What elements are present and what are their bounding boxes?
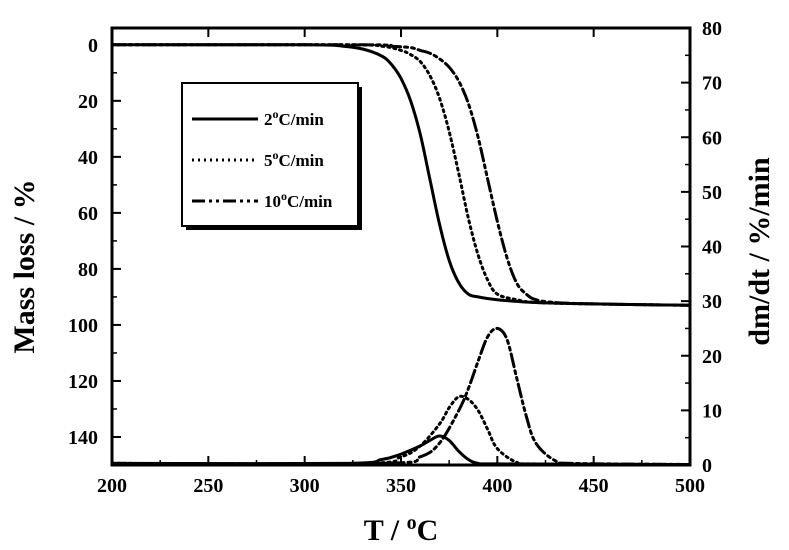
x-tick-label: 300	[290, 475, 320, 497]
y-left-tick-label: 100	[68, 315, 98, 337]
x-tick-label: 450	[579, 475, 609, 497]
y-left-tick-label: 20	[78, 91, 98, 113]
y-right-tick-label: 50	[702, 182, 722, 204]
y-right-tick-label: 40	[702, 237, 722, 259]
legend-label-sup: o	[273, 148, 279, 162]
legend-label-sup: o	[281, 189, 287, 203]
legend-label-value: 5	[264, 151, 273, 170]
x-axis-title-text: T /	[364, 514, 407, 547]
legend-label-2: 10oC/min	[264, 189, 333, 211]
legend-label-unit: C/min	[279, 110, 325, 129]
y-left-tick-label: 120	[68, 371, 98, 393]
legend-label-unit: C/min	[279, 151, 325, 170]
rate-line-1	[112, 394, 690, 465]
y-right-tick-label: 10	[702, 400, 722, 422]
y-right-tick-label: 70	[702, 73, 722, 95]
y-left-tick-label: 80	[78, 259, 98, 281]
legend-label-unit: C/min	[287, 192, 333, 211]
y-left-axis-title: Mass loss / %	[8, 179, 41, 353]
y-left-tick-label: 0	[88, 35, 98, 57]
legend-label-1: 5oC/min	[264, 148, 324, 170]
legend-label-value: 2	[264, 110, 273, 129]
x-tick-label: 400	[482, 475, 512, 497]
mass-loss-line-0	[112, 43, 690, 307]
legend-label-sup: o	[273, 107, 279, 121]
x-axis-title: T / oC	[364, 512, 438, 547]
mass-loss-line-2	[112, 43, 690, 307]
y-right-tick-label: 0	[702, 455, 712, 477]
ticks-layer: 200 250 300 350 400 450 5000204060801001201400…	[68, 18, 722, 497]
y-right-tick-label: 60	[702, 127, 722, 149]
x-tick-label: 250	[193, 475, 223, 497]
y-right-tick-label: 80	[702, 18, 722, 40]
y-right-tick-label: 30	[702, 291, 722, 313]
legend-label-value: 10	[264, 192, 281, 211]
x-tick-label: 500	[675, 475, 705, 497]
x-tick-label: 350	[386, 475, 416, 497]
y-left-tick-label: 140	[68, 427, 98, 449]
x-axis-title-sup: o	[407, 512, 417, 534]
legend-label-0: 2oC/min	[264, 107, 324, 129]
y-right-axis-title: dm/dt / %/min	[743, 157, 776, 346]
mass-loss-line-1	[112, 43, 690, 307]
curves-layer	[112, 43, 690, 465]
y-left-tick-label: 60	[78, 203, 98, 225]
x-tick-label: 200	[97, 475, 127, 497]
x-axis-title-unit: C	[417, 514, 439, 547]
y-left-tick-label: 40	[78, 147, 98, 169]
rate-line-2	[112, 326, 690, 465]
y-right-tick-label: 20	[702, 346, 722, 368]
